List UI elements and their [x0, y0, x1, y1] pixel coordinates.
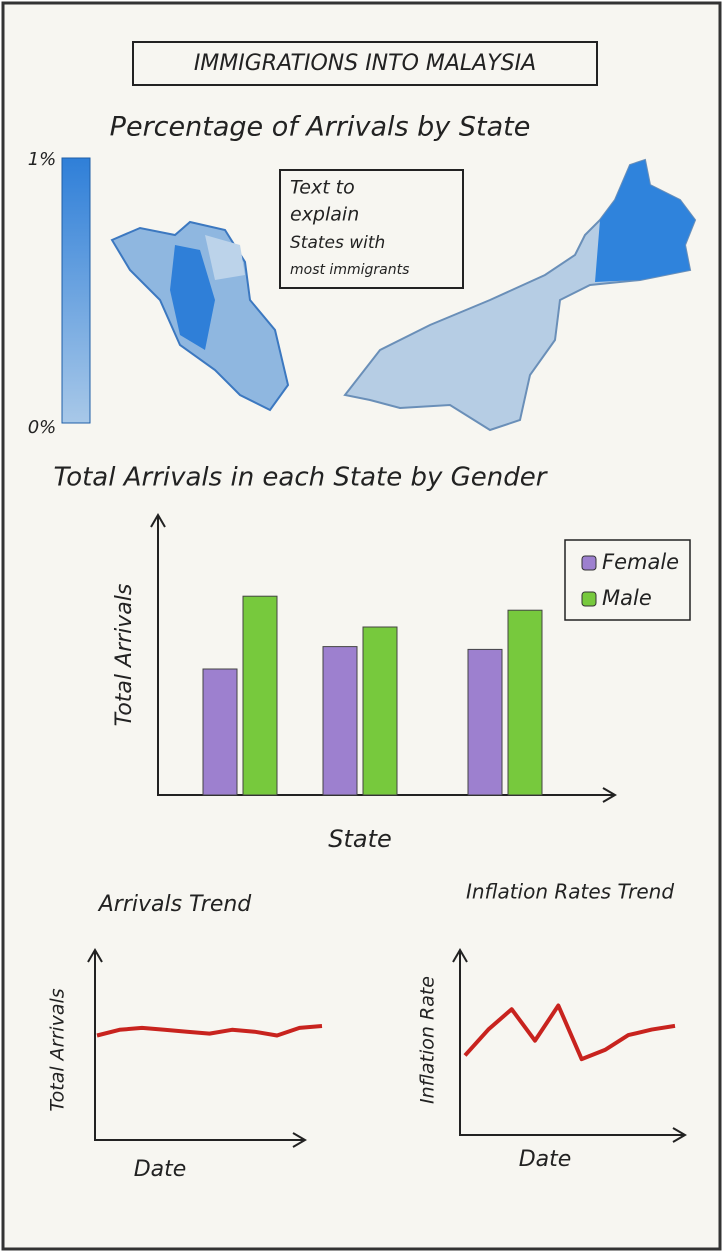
note-text: explain	[290, 204, 359, 226]
legend-label: Male	[602, 586, 652, 610]
trend-line	[96, 1024, 323, 1038]
note-text: most immigrants	[290, 262, 409, 278]
note-text: States with	[290, 233, 385, 253]
axis	[87, 948, 307, 1148]
chart-title: Inflation Rates Trend	[466, 880, 674, 904]
bar	[202, 668, 238, 796]
legend-swatch	[581, 591, 597, 607]
x-axis-label: Date	[134, 1157, 187, 1182]
y-axis-label: Total Arrivals	[112, 584, 137, 727]
map-state	[170, 245, 215, 350]
legend-box	[564, 539, 691, 621]
legend-swatch	[581, 555, 597, 571]
trend-line	[463, 1003, 676, 1062]
x-axis-label: Date	[519, 1147, 572, 1172]
bar	[242, 595, 278, 796]
x-axis-label: State	[328, 825, 392, 853]
title-box	[132, 41, 598, 86]
bar	[507, 609, 543, 796]
axis	[150, 513, 617, 803]
y-axis-label: Total Arrivals	[47, 988, 69, 1111]
map-title: Percentage of Arrivals by State	[110, 112, 531, 143]
note-box	[279, 169, 464, 289]
axis	[452, 948, 687, 1143]
bar	[467, 648, 503, 796]
y-axis-label: Inflation Rate	[417, 976, 439, 1104]
map-state	[205, 235, 245, 280]
map-state	[595, 160, 695, 282]
page-title: IMMIGRATIONS INTO MALAYSIA	[194, 51, 536, 76]
colorbar	[61, 157, 91, 424]
colorbar-min: 0%	[28, 417, 57, 438]
chart-title: Total Arrivals in each State by Gender	[54, 463, 549, 493]
bar	[362, 626, 398, 796]
colorbar-max: 1%	[28, 149, 57, 170]
note-text: Text to	[290, 177, 355, 199]
bar	[322, 646, 358, 796]
legend-label: Female	[602, 550, 679, 574]
chart-title: Arrivals Trend	[97, 892, 253, 917]
